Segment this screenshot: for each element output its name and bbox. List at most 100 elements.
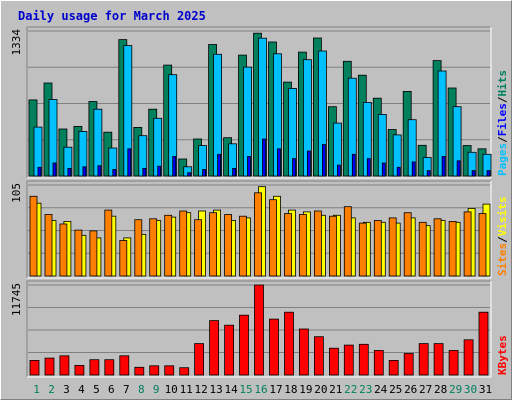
bar-pages-day-3 [67, 167, 72, 177]
chart-panels: 1334Pages/Files/Hits105Sites/Visits11745… [10, 26, 509, 396]
x-tick-label: 11 [180, 383, 193, 396]
bar-kbytes-day-6 [104, 359, 115, 376]
bar-kbytes-day-5 [89, 359, 100, 376]
bar-kbytes-day-31 [478, 311, 489, 376]
bar-pages-day-13 [217, 153, 222, 177]
bar-kbytes-day-25 [388, 359, 399, 376]
bar-pages-day-18 [292, 158, 296, 177]
bar-sites-day-23 [358, 222, 367, 277]
chart-title: Daily usage for March 2025 [18, 9, 206, 23]
bar-kbytes-day-3 [59, 355, 70, 376]
bar-pages-day-24 [381, 162, 386, 177]
bar-kbytes-day-11 [179, 367, 190, 376]
legend: Sites/Visits [496, 197, 509, 277]
bar-kbytes-day-10 [164, 365, 175, 376]
x-tick-label: 21 [329, 383, 342, 396]
bar-sites-day-25 [388, 217, 397, 277]
bar-sites-day-5 [89, 230, 98, 277]
bar-kbytes-day-9 [149, 365, 160, 376]
x-tick-label: 28 [434, 383, 447, 396]
x-tick-label: 5 [93, 383, 100, 396]
bar-kbytes-day-23 [358, 343, 369, 376]
bar-pages-day-9 [157, 165, 162, 177]
x-tick-label: 6 [108, 383, 115, 396]
bar-kbytes-day-27 [418, 343, 429, 376]
panel-middle: 105 Sites/Visits [10, 180, 509, 279]
y-max-label: 11745 [10, 283, 23, 316]
bar-pages-day-6 [112, 169, 117, 177]
bar-pages-day-12 [202, 169, 207, 177]
bar-sites-day-31 [478, 213, 487, 277]
bar-kbytes-day-30 [463, 339, 474, 376]
bar-pages-day-11 [187, 172, 192, 177]
bar-kbytes-day-13 [209, 320, 220, 376]
bar-sites-day-1 [29, 195, 38, 277]
bar-sites-day-28 [433, 218, 442, 277]
legend-entry: Visits [496, 197, 509, 237]
bar-pages-day-19 [306, 150, 311, 177]
bar-sites-day-24 [373, 220, 382, 277]
legend-entry: / [496, 136, 509, 143]
bar-pages-day-8 [142, 167, 147, 177]
x-tick-label: 3 [63, 383, 70, 396]
bar-pages-day-14 [232, 167, 237, 177]
bar-kbytes-day-16 [254, 284, 264, 376]
bar-kbytes-day-4 [74, 364, 85, 376]
bar-pages-day-4 [82, 166, 87, 177]
bar-sites-day-6 [104, 209, 113, 277]
bar-pages-day-31 [486, 170, 491, 177]
bar-kbytes-day-21 [328, 347, 339, 376]
bar-pages-day-7 [127, 148, 132, 177]
x-tick-label: 17 [269, 383, 282, 396]
bar-kbytes-day-19 [298, 328, 309, 376]
x-tick-label: 12 [194, 383, 207, 396]
bar-sites-day-9 [149, 218, 158, 277]
bar-pages-day-2 [52, 162, 57, 177]
legend: KBytes [496, 335, 509, 375]
bar-kbytes-day-26 [403, 353, 414, 376]
bar-pages-day-23 [366, 158, 371, 177]
bar-sites-day-18 [284, 213, 292, 277]
bar-kbytes-day-22 [343, 344, 354, 376]
bar-pages-day-22 [351, 153, 356, 177]
bar-sites-day-27 [418, 221, 427, 277]
bar-sites-day-14 [224, 214, 233, 277]
bar-pages-day-29 [456, 160, 461, 177]
bar-sites-day-10 [164, 214, 173, 277]
bar-kbytes-day-17 [269, 318, 279, 376]
bar-sites-day-12 [194, 219, 203, 277]
x-tick-label: 15 [239, 383, 252, 396]
bar-pages-day-15 [247, 155, 251, 177]
bar-kbytes-day-7 [119, 355, 130, 376]
x-tick-label: 10 [165, 383, 178, 396]
bar-sites-day-26 [403, 212, 412, 277]
bar-pages-day-5 [97, 165, 102, 177]
bar-sites-day-17 [269, 199, 277, 277]
bar-sites-day-8 [134, 219, 143, 277]
bar-kbytes-day-29 [448, 350, 459, 376]
legend-entry: KBytes [496, 335, 509, 375]
bar-pages-day-10 [172, 155, 177, 177]
bar-sites-day-13 [209, 212, 218, 277]
legend-entry: Sites [496, 243, 509, 276]
bar-kbytes-day-14 [224, 324, 235, 376]
y-max-label: 105 [10, 183, 23, 203]
x-tick-label: 8 [138, 383, 145, 396]
x-tick-label: 13 [209, 383, 222, 396]
x-tick-label: 1 [33, 383, 40, 396]
x-tick-label: 25 [389, 383, 402, 396]
x-tick-label: 14 [224, 383, 238, 396]
legend-entry: / [496, 96, 509, 103]
bar-kbytes-day-1 [29, 359, 40, 376]
bar-sites-day-7 [119, 240, 128, 277]
bar-sites-day-2 [44, 214, 53, 277]
bar-sites-day-21 [328, 215, 337, 277]
bar-sites-day-3 [59, 223, 68, 277]
bar-sites-day-30 [463, 211, 472, 277]
legend-entry: Pages [496, 143, 509, 176]
bar-pages-day-17 [277, 148, 281, 177]
bar-sites-day-15 [239, 215, 247, 277]
x-tick-label: 27 [419, 383, 432, 396]
x-tick-label: 4 [78, 383, 85, 396]
